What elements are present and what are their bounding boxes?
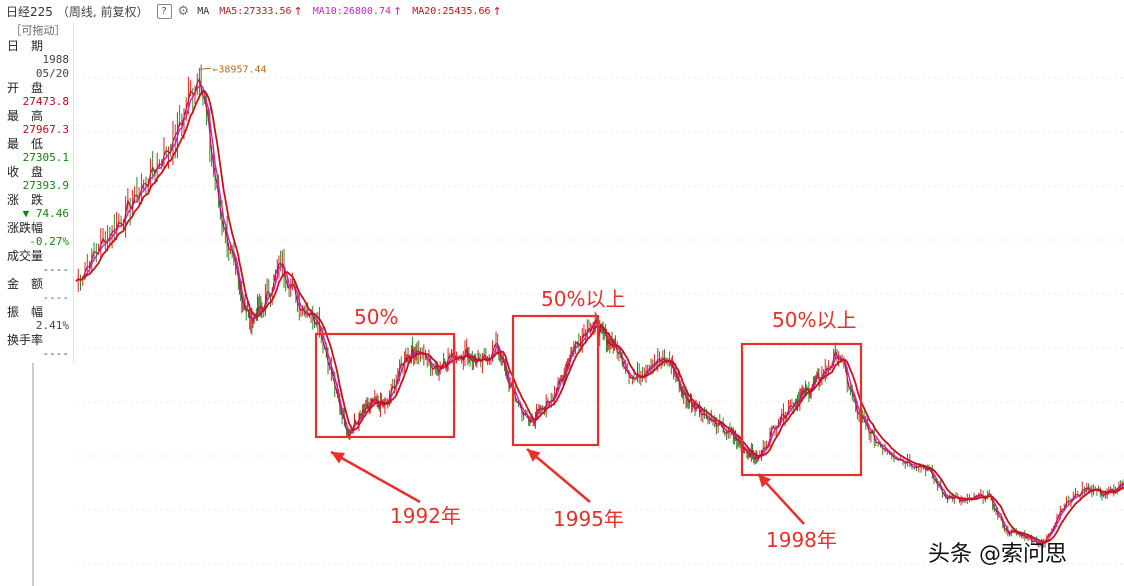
open-label: 开 盘 [7,81,44,95]
high-value: 27967.3 [22,123,69,136]
annotation-box-2 [511,314,600,447]
ma20-arrow-icon: ↑ [492,4,502,18]
help-icon[interactable]: ? [156,3,172,19]
close-value: 27393.9 [22,179,69,192]
turnover-label: 换手率 [7,333,44,347]
amplitude-label: 振 幅 [7,305,44,319]
close-label: 收 盘 [7,165,44,179]
ma10-line [75,84,1124,545]
date-md: 05/20 [35,67,69,80]
ma5-arrow-icon: ↑ [293,4,303,18]
open-value: 27473.8 [22,95,69,108]
date-label: 日 期 [7,39,44,53]
chart-title: 日经225 [6,4,53,19]
amount-value: ---- [42,291,70,304]
watermark: 头条 @索问思 [928,542,1067,567]
ma10-readout: MA10:26800.74 [312,5,391,17]
ma20-readout: MA20:25435.66 [412,5,491,17]
peak-marker [199,67,212,70]
ma10-arrow-icon: ↑ [393,4,403,18]
chart-subtitle: （周线, 前复权） [56,4,149,19]
annotation-arrowhead-1 [331,452,345,464]
annotation-pct-2: 50%以上 [541,287,625,311]
annotation-year-3: 1998年 [766,528,837,552]
annotation-year-1: 1992年 [390,504,461,528]
annotations: 50% 1992年 50%以上 1995年 50%以上 1998年 [314,287,863,552]
annotation-arrow-2 [526,448,591,503]
change-value: ▼ 74.46 [22,207,69,220]
high-label: 最 高 [7,109,44,123]
low-label: 最 低 [7,137,44,151]
info-panel[interactable]: ［可拖动］ 日 期 1988 05/20 开 盘 27473.8 最 高 279… [3,23,74,363]
annotation-arrow-1 [330,450,421,504]
drag-handle[interactable]: ［可拖动］ [10,24,66,37]
date-year: 1988 [42,53,70,66]
pct-label: 涨跌幅 [7,221,44,235]
volume-value: ---- [42,263,70,276]
ma5-readout: MA5:27333.56 [219,5,292,17]
ma5-line [75,77,1124,545]
annotation-pct-3: 50%以上 [772,308,856,332]
annotation-box-1 [314,332,456,439]
annotation-pct-1: 50% [354,305,398,329]
amount-label: 金 额 [7,277,44,291]
amplitude-value: 2.41% [35,319,69,332]
change-label: 涨 跌 [7,193,44,207]
gear-icon[interactable]: ⚙ [177,3,190,19]
annotation-box-3 [740,342,863,477]
volume-label: 成交量 [7,249,44,263]
grid [76,77,1124,565]
ma20-line [75,89,1124,544]
peak-label: ←38957.44 [212,64,266,75]
annotation-arrowhead-3 [758,474,772,488]
turnover-value: ---- [42,347,70,360]
ma-label: MA [197,5,210,17]
chart-header: 日经225 （周线, 前复权） ? ⚙ MA MA5:27333.56 ↑ MA… [0,0,1124,22]
low-value: 27305.1 [22,151,69,164]
annotation-arrowhead-2 [527,449,541,462]
pct-value: -0.27% [29,235,69,248]
annotation-year-2: 1995年 [553,507,624,531]
